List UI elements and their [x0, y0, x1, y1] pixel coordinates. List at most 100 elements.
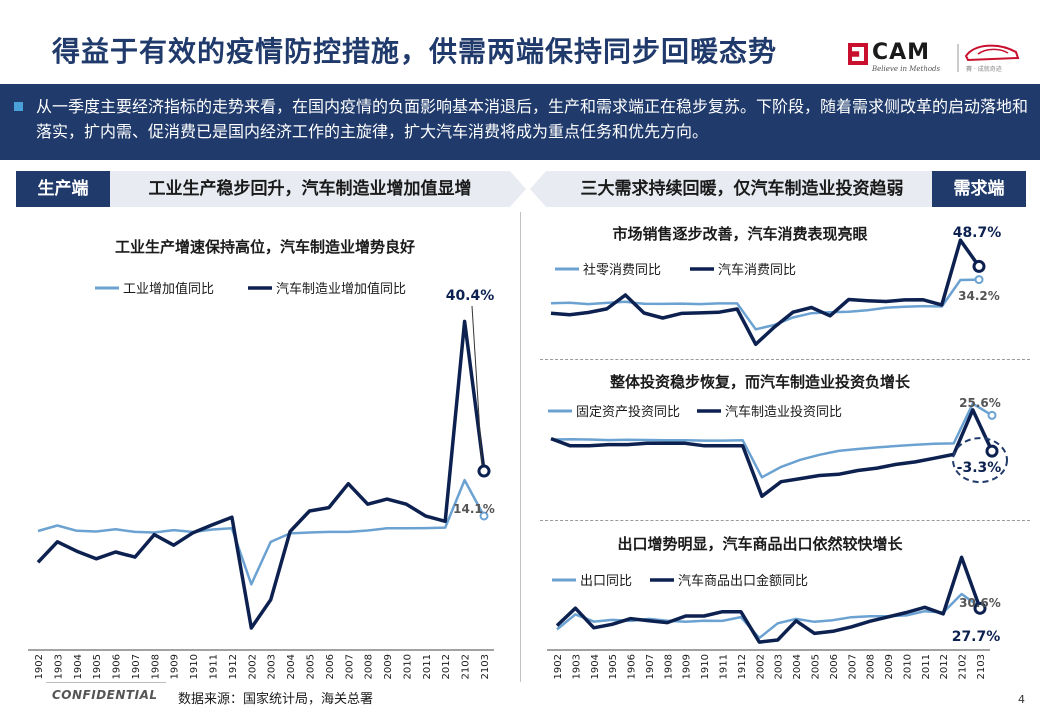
- retail-chart-title: 市场销售逐步改善，汽车消费表现亮眼: [612, 225, 868, 243]
- industry-x-tick-0: 1902: [34, 654, 45, 679]
- investment-chart-title: 整体投资稳步恢复，而汽车制造业投资负增长: [609, 373, 910, 391]
- chart-divider-1: [540, 359, 1030, 360]
- industry-end-marker-1: [477, 464, 491, 478]
- supply-ribbon: [110, 171, 526, 207]
- car-logo-icon: [957, 44, 1020, 72]
- industry-series-line-1: [36, 319, 486, 630]
- export-data-label-1: 27.7%: [952, 629, 1001, 645]
- demand-headline: 三大需求持续回暖，仅汽车制造业投资趋弱: [580, 179, 904, 199]
- cam-logo: CAM Believe in Methods: [848, 40, 944, 74]
- industry-x-tick-7: 1909: [170, 654, 181, 679]
- export-data-label-0: 30.6%: [959, 596, 1001, 610]
- export-x-tick-5: 1907: [645, 654, 656, 679]
- demand-ribbon: [530, 171, 938, 207]
- retail-data-label-0: 48.7%: [953, 225, 1002, 241]
- industry-x-tick-23: 2103: [480, 654, 491, 679]
- export-x-tick-8: 1910: [700, 654, 711, 679]
- export-x-tick-22: 2102: [958, 654, 969, 679]
- page-number: 4: [1018, 693, 1025, 706]
- supply-headline: 工业生产稳步回升，汽车制造业增加值显增: [148, 179, 472, 199]
- investment-legend-label-1: 汽车制造业投资同比: [725, 404, 842, 420]
- industry-x-tick-21: 2012: [441, 654, 452, 679]
- industry-x-tick-3: 1905: [92, 654, 103, 679]
- retail-data-label-1: 34.2%: [958, 289, 1000, 303]
- export-chart-title: 出口增势明显，汽车商品出口依然较快增长: [617, 535, 903, 553]
- export-x-tick-4: 1906: [627, 654, 638, 679]
- export-x-tick-11: 2002: [755, 654, 766, 679]
- export-x-tick-19: 2010: [902, 654, 913, 679]
- industry-x-tick-6: 1908: [150, 654, 161, 679]
- demand-tag: 需求端: [932, 171, 1026, 207]
- export-x-tick-9: 1911: [719, 654, 730, 679]
- industry-chart-title: 工业生产增速保持高位，汽车制造业增势良好: [114, 238, 415, 256]
- export-x-tick-18: 2009: [884, 654, 895, 679]
- cam-logo-tagline: Believe in Methods: [872, 65, 941, 73]
- investment-end-marker-0: [987, 410, 997, 420]
- data-source: 数据来源：国家统计局，海关总署: [178, 692, 374, 707]
- retail-series-line-1: [550, 238, 981, 347]
- footer-rule: [46, 682, 166, 683]
- chart-divider-2: [540, 520, 1030, 521]
- cam-logo-mark: [848, 43, 868, 65]
- retail-end-marker-1: [972, 259, 986, 273]
- industry-x-tick-4: 1906: [112, 654, 123, 679]
- retail-end-marker-0: [974, 275, 984, 285]
- export-x-tick-0: 1902: [553, 654, 564, 679]
- investment-data-label-0: 25.6%: [959, 396, 1001, 410]
- investment-series-line-0: [550, 402, 993, 479]
- export-x-tick-16: 2007: [847, 654, 858, 679]
- industry-x-tick-5: 1907: [131, 654, 142, 679]
- export-legend-label-0: 出口同比: [580, 574, 632, 589]
- partner-logo: 賽 · 成就奇迹: [956, 38, 1028, 74]
- export-x-tick-20: 2011: [921, 654, 932, 679]
- industry-x-tick-16: 2007: [344, 654, 355, 679]
- export-x-tick-15: 2006: [829, 654, 840, 679]
- industry-data-label-0: 40.4%: [446, 288, 495, 304]
- industry-x-tick-22: 2102: [461, 654, 472, 679]
- export-x-tick-17: 2008: [866, 654, 877, 679]
- export-x-tick-3: 1905: [608, 654, 619, 679]
- investment-data-label-1: -3.3%: [957, 460, 1002, 476]
- industry-x-tick-13: 2004: [286, 654, 297, 679]
- investment-end-marker-1: [985, 444, 999, 458]
- investment-highlight-ellipse: [952, 437, 1008, 484]
- industry-x-tick-18: 2009: [383, 654, 394, 679]
- industry-x-tick-1: 1903: [53, 654, 64, 679]
- retail-legend-label-0: 社零消费同比: [583, 262, 661, 278]
- investment-legend-label-0: 固定资产投资同比: [576, 404, 680, 420]
- industry-x-tick-2: 1904: [73, 654, 84, 679]
- section-divider: [520, 212, 521, 682]
- industry-x-tick-8: 1910: [189, 654, 200, 679]
- retail-series-line-0: [550, 278, 980, 331]
- industry-x-tick-10: 1912: [228, 654, 239, 679]
- bullet-icon: [14, 102, 23, 111]
- summary-banner: 从一季度主要经济指标的走势来看，在国内疫情的负面影响基本消退后，生产和需求端正在…: [0, 84, 1040, 160]
- industry-x-tick-12: 2003: [267, 654, 278, 679]
- export-series-line-1: [555, 555, 982, 644]
- export-x-tick-2: 1904: [590, 654, 601, 679]
- industry-x-tick-20: 2011: [422, 654, 433, 679]
- export-x-tick-12: 2003: [774, 654, 785, 679]
- industry-x-tick-14: 2005: [305, 654, 316, 679]
- retail-legend-label-1: 汽车消费同比: [718, 262, 796, 278]
- summary-text: 从一季度主要经济指标的走势来看，在国内疫情的负面影响基本消退后，生产和需求端正在…: [36, 97, 1029, 141]
- export-x-tick-10: 1912: [737, 654, 748, 679]
- export-series-line-0: [556, 592, 981, 640]
- page-title: 得益于有效的疫情防控措施，供需两端保持同步回暖态势: [52, 35, 778, 68]
- export-x-tick-6: 1908: [663, 654, 674, 679]
- industry-x-tick-9: 1911: [209, 654, 220, 679]
- export-x-tick-13: 2004: [792, 654, 803, 679]
- export-x-tick-7: 1909: [682, 654, 693, 679]
- industry-legend-label-0: 工业增加值同比: [123, 281, 214, 297]
- confidential-label: CONFIDENTIAL: [52, 688, 158, 702]
- export-x-tick-1: 1903: [571, 654, 582, 679]
- export-x-tick-14: 2005: [810, 654, 821, 679]
- partner-logo-text: 賽 · 成就奇迹: [966, 66, 1002, 73]
- industry-legend-label-1: 汽车制造业增加值同比: [276, 281, 406, 297]
- supply-tag: 生产端: [16, 171, 110, 207]
- industry-x-tick-11: 2002: [247, 654, 258, 679]
- cam-logo-text: CAM: [872, 40, 931, 65]
- industry-end-marker-0: [479, 511, 489, 521]
